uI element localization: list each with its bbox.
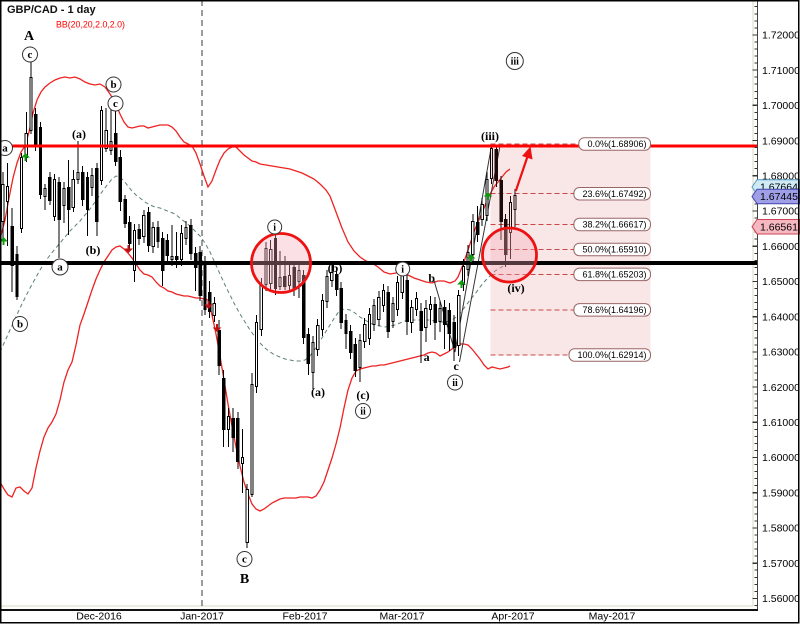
- svg-text:1.60000: 1.60000: [762, 452, 800, 464]
- svg-text:1.65000: 1.65000: [762, 276, 800, 288]
- svg-text:(a): (a): [72, 127, 86, 141]
- svg-text:B: B: [240, 572, 249, 587]
- svg-text:1.71000: 1.71000: [762, 65, 800, 77]
- svg-text:1.59000: 1.59000: [762, 488, 800, 500]
- svg-text:i: i: [401, 265, 404, 276]
- svg-text:1.66000: 1.66000: [762, 241, 800, 253]
- svg-text:c: c: [454, 359, 460, 373]
- svg-text:Jan-2017: Jan-2017: [180, 611, 224, 623]
- svg-text:(a): (a): [311, 385, 325, 399]
- svg-text:50.0%(1.65910): 50.0%(1.65910): [582, 245, 646, 255]
- svg-text:1.62000: 1.62000: [762, 382, 800, 394]
- svg-text:BB(20,20,2.0,2.0): BB(20,20,2.0,2.0): [56, 20, 125, 30]
- svg-text:c: c: [242, 554, 247, 566]
- svg-text:ii: ii: [452, 378, 458, 389]
- svg-text:61.8%(1.65203): 61.8%(1.65203): [582, 270, 646, 280]
- svg-text:(b): (b): [86, 243, 101, 257]
- svg-text:Apr-2017: Apr-2017: [491, 611, 534, 623]
- svg-text:a: a: [57, 262, 63, 274]
- svg-text:38.2%(1.66617): 38.2%(1.66617): [582, 220, 646, 230]
- svg-text:1.64000: 1.64000: [762, 311, 800, 323]
- svg-text:1.72000: 1.72000: [762, 30, 800, 42]
- svg-text:1.63000: 1.63000: [762, 347, 800, 359]
- svg-text:ii: ii: [360, 407, 366, 418]
- svg-text:1.56000: 1.56000: [762, 593, 800, 605]
- svg-text:Mar-2017: Mar-2017: [380, 611, 425, 623]
- svg-text:1.57000: 1.57000: [762, 558, 800, 570]
- svg-text:May-2017: May-2017: [589, 611, 636, 623]
- svg-text:b: b: [428, 271, 435, 285]
- svg-text:b: b: [110, 79, 116, 91]
- svg-text:c: c: [28, 49, 33, 61]
- svg-text:1.70000: 1.70000: [762, 100, 800, 112]
- svg-text:0.0%(1.68906): 0.0%(1.68906): [587, 139, 646, 149]
- svg-text:(c): (c): [356, 388, 369, 402]
- svg-text:a: a: [2, 143, 8, 155]
- svg-text:b: b: [17, 319, 23, 331]
- svg-text:1.61000: 1.61000: [762, 417, 800, 429]
- svg-text:1.66561: 1.66561: [760, 221, 798, 233]
- svg-text:(b): (b): [328, 261, 343, 275]
- svg-text:(iii): (iii): [481, 129, 499, 143]
- svg-text:1.69000: 1.69000: [762, 135, 800, 147]
- svg-text:c: c: [113, 98, 118, 110]
- svg-text:23.6%(1.67492): 23.6%(1.67492): [582, 189, 646, 199]
- svg-text:i: i: [273, 223, 276, 234]
- svg-text:1.58000: 1.58000: [762, 523, 800, 535]
- svg-text:100.0%(1.62914): 100.0%(1.62914): [577, 350, 646, 360]
- svg-text:1.67445: 1.67445: [760, 191, 798, 203]
- svg-text:(iv): (iv): [507, 281, 524, 295]
- svg-text:78.6%(1.64196): 78.6%(1.64196): [582, 305, 646, 315]
- svg-text:GBP/CAD - 1 day: GBP/CAD - 1 day: [7, 4, 97, 16]
- svg-text:1.67000: 1.67000: [762, 206, 800, 218]
- svg-text:a: a: [424, 350, 430, 364]
- svg-text:Dec-2016: Dec-2016: [76, 611, 122, 623]
- svg-text:Feb-2017: Feb-2017: [283, 611, 328, 623]
- svg-text:A: A: [24, 29, 35, 44]
- svg-text:iii: iii: [511, 57, 520, 68]
